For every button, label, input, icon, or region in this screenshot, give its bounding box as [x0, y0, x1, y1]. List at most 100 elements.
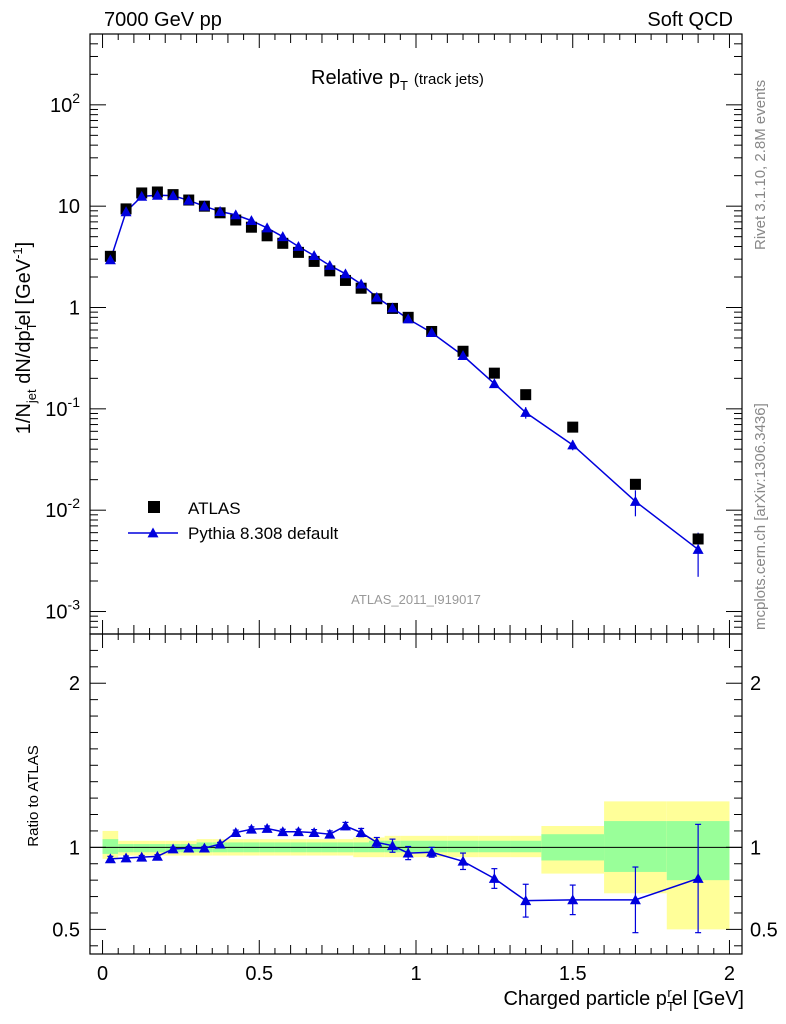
ratio-point: [692, 873, 704, 883]
ratio-point: [520, 895, 532, 906]
legend-mc-marker: [147, 527, 159, 538]
mc-point: [567, 439, 579, 450]
atlas-point: [629, 478, 641, 490]
atlas-point: [692, 533, 704, 545]
band-inner-bin: [478, 840, 511, 853]
atlas-point: [230, 214, 242, 226]
y-tick-label: 10-1: [45, 394, 80, 421]
x-tick-label: 2: [724, 963, 735, 985]
ratio-y-tick-label: 2: [69, 673, 80, 695]
mc-point: [355, 278, 367, 289]
ratio-point: [214, 838, 226, 849]
mc-point: [629, 495, 641, 506]
ratio-point: [567, 894, 579, 905]
ratio-point: [198, 842, 210, 853]
mc-point: [292, 240, 304, 251]
chart-title-sub: T: [400, 78, 408, 93]
analysis-tag: ATLAS_2011_I919017: [351, 592, 481, 607]
ratio-point: [386, 840, 398, 851]
tick-labels: 0 0.5 1 1.5 2 10-3 10-2 10-1 1 10 102 0.5 0.5 1 1 2 2: [45, 90, 778, 985]
legend-mc-label: Pythia 8.308 default: [188, 524, 339, 543]
ratio-y-tick-label: 1: [69, 837, 80, 859]
ratio-point: [120, 852, 132, 863]
atlas-point: [567, 421, 579, 433]
band-inner-bin: [447, 840, 479, 853]
mc-point: [308, 250, 320, 261]
ratio-y-tick-label-right: 2: [750, 673, 761, 695]
band-inner-bin: [118, 844, 134, 853]
ratio-point: [183, 842, 195, 853]
mc-point: [520, 407, 532, 417]
legend-atlas-marker: [148, 501, 160, 513]
ratio-point: [104, 853, 116, 864]
ratio-point: [402, 847, 414, 858]
ratio-point: [245, 823, 257, 834]
ratio-point: [136, 851, 148, 862]
ratio-series: [104, 820, 704, 934]
ratio-point: [167, 843, 179, 854]
chart-title-main: Relative p: [311, 67, 400, 89]
ratio-point: [426, 846, 438, 857]
mc-point: [214, 206, 226, 216]
mc-point: [167, 190, 179, 201]
band-inner-bin: [510, 840, 542, 853]
mc-point: [151, 189, 163, 200]
mc-point: [245, 215, 257, 226]
y-tick-label: 102: [50, 90, 80, 117]
ratio-point: [292, 826, 304, 837]
mc-point: [402, 313, 414, 324]
atlas-point: [520, 389, 532, 401]
titles: Relative pT (track jets) ATLAS_2011_I9190…: [10, 67, 744, 1014]
axis-ticks: [90, 33, 742, 954]
ratio-point: [151, 850, 163, 861]
legend: ATLAS Pythia 8.308 default: [128, 499, 339, 543]
ratio-point: [339, 820, 351, 831]
mc-point: [324, 259, 336, 270]
ratio-point: [371, 836, 383, 847]
y-tick-label: 1: [69, 298, 80, 320]
ratio-point: [261, 822, 273, 833]
x-tick-label: 0: [97, 963, 108, 985]
mc-point: [230, 209, 242, 220]
atlas-point: [488, 367, 500, 379]
atlas-point: [277, 237, 289, 249]
main-frame: [89, 33, 743, 635]
mc-point: [488, 378, 500, 389]
header-process-label: Soft QCD: [647, 9, 733, 31]
mc-point: [692, 543, 704, 554]
ratio-point: [324, 828, 336, 839]
mc-point: [198, 200, 210, 211]
ratio-point: [629, 894, 641, 905]
band-inner-bin: [604, 821, 667, 872]
y-tick-label: 10: [58, 196, 80, 218]
main-series: [104, 186, 704, 577]
mc-point: [261, 222, 273, 233]
rivet-version-label: Rivet 3.1.10, 2.8M events: [752, 79, 769, 250]
ratio-point: [488, 873, 500, 883]
ratio-y-axis-label: Ratio to ATLAS: [25, 745, 42, 846]
y-tick-label: 10-3: [45, 597, 80, 624]
chart-title: Relative pT (track jets): [311, 67, 484, 93]
mc-point: [120, 206, 132, 217]
mc-point: [426, 327, 438, 338]
atlas-point: [339, 274, 351, 286]
ratio-point: [277, 826, 289, 837]
mc-point: [277, 231, 289, 242]
mc-point: [457, 350, 469, 361]
ratio-y-tick-label-right: 1: [750, 837, 761, 859]
atlas-point: [261, 230, 273, 242]
mc-point: [371, 291, 383, 302]
band-inner-bin: [133, 844, 150, 853]
x-tick-label: 0.5: [245, 963, 273, 985]
mc-point: [183, 194, 195, 205]
x-tick-label: 1: [410, 963, 421, 985]
ratio-point: [457, 855, 469, 866]
y-axis-label: 1/Njet dN/dpTrel [GeV-1]: [10, 242, 39, 434]
header-beam-label: 7000 GeV pp: [104, 9, 222, 31]
mc-point: [104, 254, 116, 265]
ratio-point: [308, 827, 320, 837]
atlas-point: [308, 255, 320, 267]
y-tick-label: 10-2: [45, 495, 80, 522]
mc-point: [136, 190, 148, 201]
atlas-point: [292, 246, 304, 258]
